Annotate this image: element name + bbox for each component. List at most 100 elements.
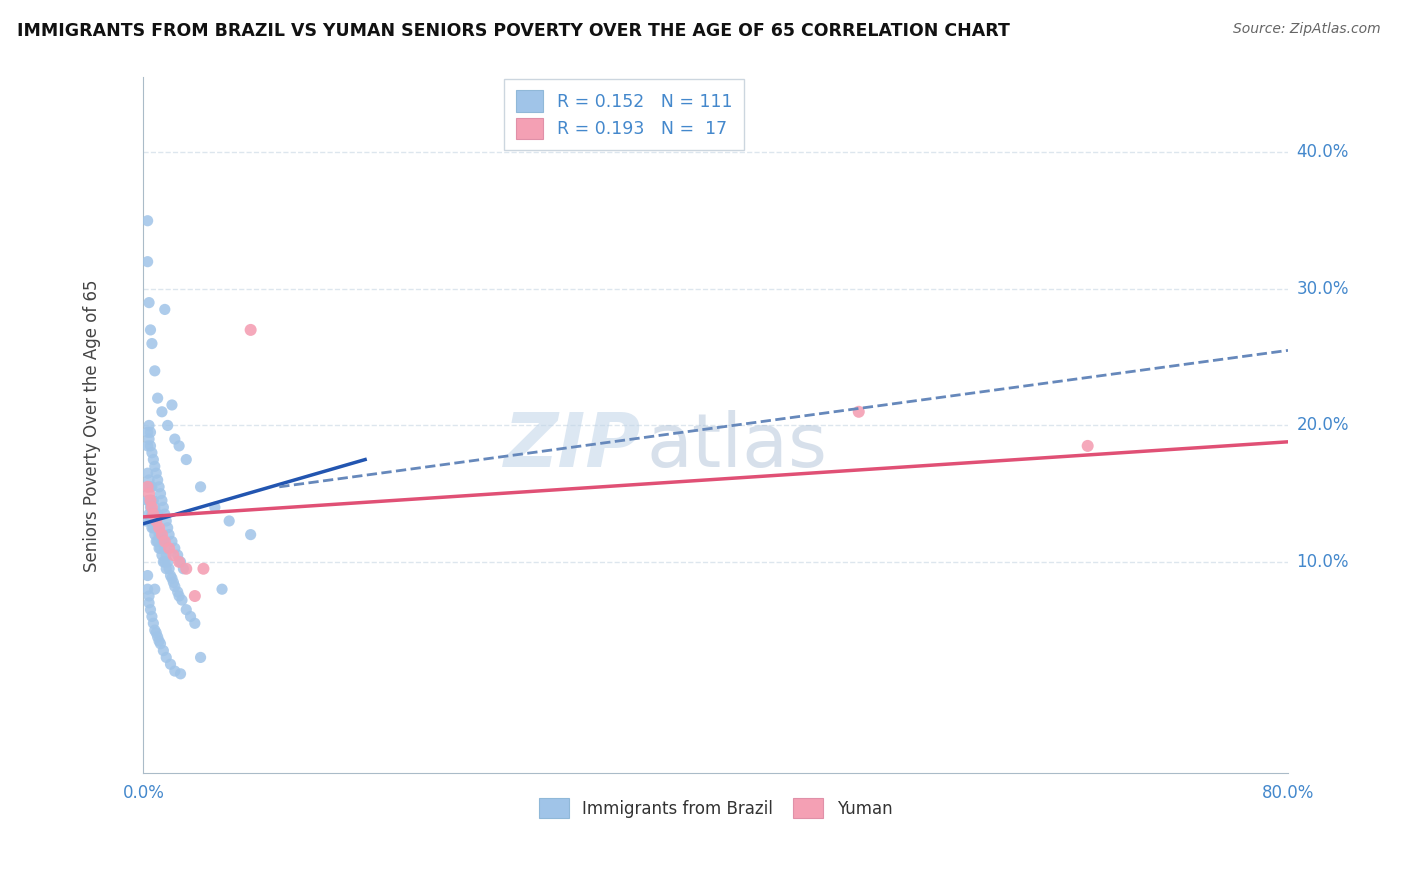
Point — [136, 480, 159, 494]
Point — [150, 527, 173, 541]
Point — [174, 562, 197, 576]
Point — [143, 623, 166, 637]
Point — [145, 521, 167, 535]
Text: 20.0%: 20.0% — [1296, 417, 1348, 434]
Point — [139, 493, 162, 508]
Point — [170, 593, 193, 607]
Point — [156, 521, 179, 535]
Point — [139, 425, 162, 440]
Point — [141, 500, 163, 515]
Point — [184, 589, 207, 603]
Point — [150, 405, 173, 419]
Point — [149, 637, 172, 651]
Point — [163, 579, 186, 593]
Point — [152, 555, 174, 569]
Text: Seniors Poverty Over the Age of 65: Seniors Poverty Over the Age of 65 — [83, 279, 101, 572]
Point — [139, 480, 162, 494]
Point — [166, 548, 188, 562]
Point — [848, 405, 870, 419]
Point — [141, 507, 163, 521]
Text: IMMIGRANTS FROM BRAZIL VS YUMAN SENIORS POVERTY OVER THE AGE OF 65 CORRELATION C: IMMIGRANTS FROM BRAZIL VS YUMAN SENIORS … — [17, 22, 1010, 40]
Point — [138, 418, 160, 433]
Point — [160, 398, 183, 412]
Point — [152, 534, 174, 549]
Point — [193, 562, 215, 576]
Point — [136, 493, 159, 508]
Text: 40.0%: 40.0% — [1296, 144, 1348, 161]
Point — [155, 562, 177, 576]
Point — [138, 432, 160, 446]
Point — [143, 514, 166, 528]
Point — [145, 514, 167, 528]
Point — [146, 630, 169, 644]
Point — [138, 596, 160, 610]
Point — [166, 585, 188, 599]
Point — [190, 650, 212, 665]
Point — [138, 589, 160, 603]
Point — [157, 527, 180, 541]
Point — [239, 323, 262, 337]
Point — [142, 493, 165, 508]
Text: 0.0%: 0.0% — [122, 784, 165, 802]
Text: 10.0%: 10.0% — [1296, 553, 1348, 571]
Point — [1077, 439, 1099, 453]
Point — [143, 364, 166, 378]
Point — [135, 514, 157, 528]
Point — [150, 548, 173, 562]
Point — [162, 575, 184, 590]
Point — [157, 541, 180, 556]
Point — [139, 514, 162, 528]
Point — [138, 295, 160, 310]
Point — [150, 493, 173, 508]
Point — [155, 548, 177, 562]
Point — [162, 548, 184, 562]
Point — [145, 625, 167, 640]
Point — [146, 534, 169, 549]
Point — [146, 391, 169, 405]
Point — [145, 507, 167, 521]
Point — [143, 500, 166, 515]
Point — [146, 507, 169, 521]
Point — [138, 486, 160, 500]
Point — [190, 480, 212, 494]
Point — [153, 555, 176, 569]
Point — [143, 582, 166, 597]
Point — [148, 541, 170, 556]
Text: 80.0%: 80.0% — [1261, 784, 1315, 802]
Point — [157, 562, 180, 576]
Point — [136, 425, 159, 440]
Point — [148, 634, 170, 648]
Point — [155, 514, 177, 528]
Point — [146, 521, 169, 535]
Point — [167, 589, 190, 603]
Point — [136, 439, 159, 453]
Point — [136, 582, 159, 597]
Point — [143, 527, 166, 541]
Point — [150, 534, 173, 549]
Point — [136, 466, 159, 480]
Point — [153, 507, 176, 521]
Point — [180, 609, 202, 624]
Point — [146, 473, 169, 487]
Point — [142, 521, 165, 535]
Point — [153, 541, 176, 556]
Point — [155, 650, 177, 665]
Point — [136, 213, 159, 227]
Point — [138, 473, 160, 487]
Point — [142, 507, 165, 521]
Point — [136, 480, 159, 494]
Point — [159, 657, 181, 672]
Point — [148, 480, 170, 494]
Point — [172, 562, 194, 576]
Text: Source: ZipAtlas.com: Source: ZipAtlas.com — [1233, 22, 1381, 37]
Point — [169, 666, 191, 681]
Point — [204, 500, 226, 515]
Point — [149, 527, 172, 541]
Point — [139, 439, 162, 453]
Point — [149, 486, 172, 500]
Point — [184, 616, 207, 631]
Point — [141, 480, 163, 494]
Point — [149, 541, 172, 556]
Point — [163, 432, 186, 446]
Point — [136, 254, 159, 268]
